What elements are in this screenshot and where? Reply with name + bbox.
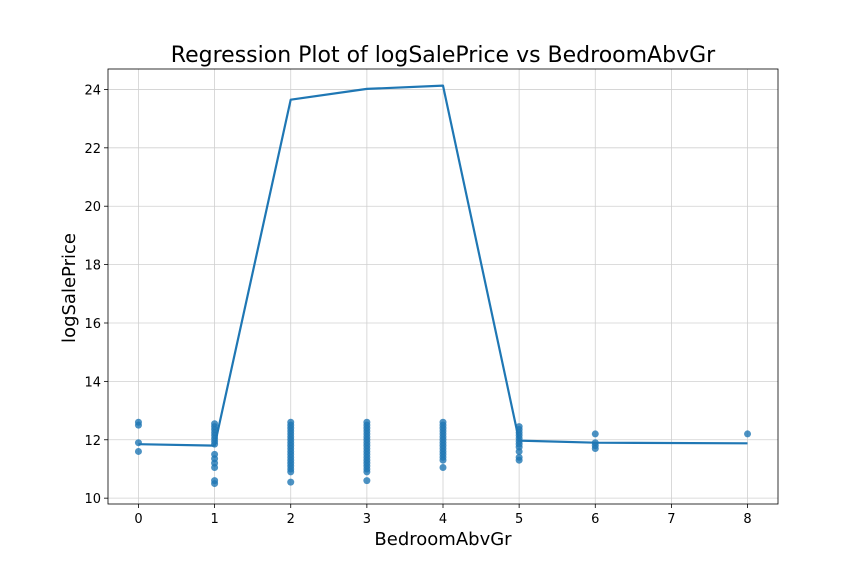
scatter-point <box>515 447 523 455</box>
y-tick-label: 20 <box>84 200 101 215</box>
y-tick-label: 24 <box>84 83 101 98</box>
scatter-point <box>591 430 599 438</box>
y-tick-label: 10 <box>84 492 101 507</box>
regression-line <box>138 84 748 447</box>
x-axis-label: BedroomAbvGr <box>374 529 512 550</box>
scatter-point <box>515 456 523 464</box>
y-tick-label: 22 <box>84 142 101 157</box>
y-tick-label: 16 <box>84 317 101 332</box>
regression-line-group <box>138 84 748 447</box>
scatter-point <box>591 445 599 453</box>
x-tick-label: 5 <box>515 512 523 527</box>
x-tick-label: 1 <box>210 512 218 527</box>
x-tick-label: 0 <box>134 512 142 527</box>
y-tick-label: 14 <box>84 375 101 390</box>
x-axis-ticks: 0 1 2 3 4 5 6 7 8 <box>134 504 752 527</box>
scatter-point <box>134 447 142 455</box>
y-axis-ticks: 10 12 14 16 18 20 22 24 <box>84 83 108 507</box>
y-tick-label: 18 <box>84 259 101 274</box>
scatter-point <box>287 468 295 476</box>
x-tick-label: 6 <box>591 512 599 527</box>
scatter-point <box>134 421 142 429</box>
scatter-point <box>287 478 295 486</box>
scatter-point <box>439 456 447 464</box>
x-tick-label: 2 <box>287 512 295 527</box>
x-tick-label: 3 <box>363 512 371 527</box>
scatter-point <box>744 430 752 438</box>
x-tick-label: 7 <box>667 512 675 527</box>
scatter-point <box>363 477 371 485</box>
scatter-point <box>211 464 219 472</box>
scatter-point <box>363 468 371 476</box>
x-tick-label: 4 <box>439 512 447 527</box>
scatter-point <box>211 480 219 488</box>
y-tick-label: 12 <box>84 434 101 449</box>
y-axis-label: logSalePrice <box>59 233 80 343</box>
scatter-point <box>439 464 447 472</box>
x-tick-label: 8 <box>743 512 751 527</box>
chart-title: Regression Plot of logSalePrice vs Bedro… <box>171 43 716 68</box>
